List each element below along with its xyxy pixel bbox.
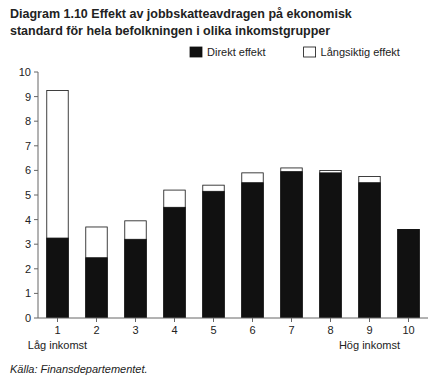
x-tick-label: 9 [366, 324, 372, 336]
x-tick [291, 318, 292, 322]
y-tick-label: 0 [25, 312, 31, 324]
legend: Direkt effekt Långsiktig effekt [190, 46, 400, 58]
x-tick-label: 1 [54, 324, 60, 336]
y-tick [34, 219, 38, 220]
annotation: Hög inkomst [339, 339, 400, 351]
x-tick-label: 2 [93, 324, 99, 336]
bar [242, 183, 263, 318]
y-tick [34, 145, 38, 146]
y-tick [34, 318, 38, 319]
y-tick-label: 7 [25, 140, 31, 152]
bar [47, 238, 68, 318]
bar [320, 170, 341, 318]
x-tick-label: 7 [288, 324, 294, 336]
y-tick [34, 96, 38, 97]
y-tick-label: 8 [25, 115, 31, 127]
y-tick [34, 170, 38, 171]
x-tick-label: 6 [249, 324, 255, 336]
chart: Diagram 1.10 Effekt av jobbskatteavdrage… [0, 0, 440, 382]
y-tick [34, 293, 38, 294]
bar [281, 172, 302, 318]
subtitle: standard för hela befolkningen i olika i… [10, 24, 330, 38]
bar [203, 191, 224, 318]
y-tick-label: 4 [25, 214, 31, 226]
bar [320, 173, 341, 318]
bar [125, 221, 146, 318]
bar [125, 239, 146, 318]
y-tick-label: 9 [25, 91, 31, 103]
legend-label: Direkt effekt [207, 46, 266, 58]
legend-swatch [190, 47, 202, 57]
title: Diagram 1.10 Effekt av jobbskatteavdrage… [10, 7, 352, 21]
bar [203, 185, 224, 318]
x-tick [57, 318, 58, 322]
y-tick [34, 195, 38, 196]
source: Källa: Finansdepartementet. [10, 363, 148, 375]
y-tick-label: 10 [19, 66, 31, 78]
bar [359, 183, 380, 318]
x-tick [135, 318, 136, 322]
x-tick-label: 10 [402, 324, 414, 336]
x-tick [252, 318, 253, 322]
x-tick-label: 8 [327, 324, 333, 336]
x-tick [330, 318, 331, 322]
bars [47, 90, 419, 318]
bar [359, 177, 380, 318]
legend-label: Långsiktig effekt [321, 46, 400, 58]
y-tick-label: 2 [25, 263, 31, 275]
y-tick-label: 6 [25, 164, 31, 176]
x-tick [174, 318, 175, 322]
bar [47, 90, 68, 318]
y-tick [34, 268, 38, 269]
bar [242, 173, 263, 318]
x-tick-label: 5 [210, 324, 216, 336]
y-tick-label: 1 [25, 287, 31, 299]
y-tick-label: 5 [25, 189, 31, 201]
x-tick [408, 318, 409, 322]
x-tick-label: 4 [171, 324, 177, 336]
legend-swatch [304, 47, 316, 57]
bar [164, 190, 185, 318]
bar [164, 207, 185, 318]
y-tick-label: 3 [25, 238, 31, 250]
y-tick [34, 244, 38, 245]
x-tick [213, 318, 214, 322]
bar [86, 227, 107, 318]
bar [398, 229, 419, 318]
annotation: Låg inkomst [28, 339, 87, 351]
y-tick [34, 121, 38, 122]
x-tick [369, 318, 370, 322]
x-tick-label: 3 [132, 324, 138, 336]
bar [398, 229, 419, 318]
x-tick [96, 318, 97, 322]
y-tick [34, 72, 38, 73]
bar [281, 168, 302, 318]
bar [86, 258, 107, 318]
